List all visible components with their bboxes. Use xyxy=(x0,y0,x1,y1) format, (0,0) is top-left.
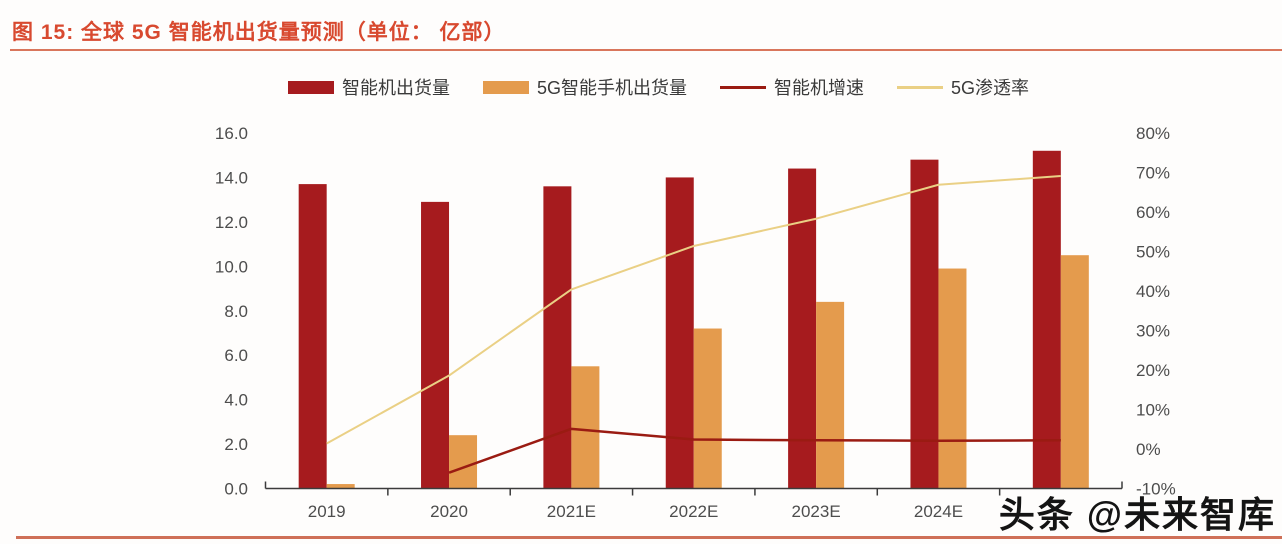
bar-智能机出货量-col7 xyxy=(1032,150,1061,489)
left-axis-tick-label: 14.0 xyxy=(215,168,248,187)
left-axis-tick-label: 10.0 xyxy=(215,257,248,276)
bottom-border xyxy=(16,536,1282,539)
legend-item-5g-penetration: 5G渗透率 xyxy=(897,74,1029,100)
legend-item-smartphone-shipments: 智能机出货量 xyxy=(288,74,450,100)
right-axis-tick-label: -10% xyxy=(1136,480,1176,499)
bar-智能机出货量-2024E xyxy=(910,159,939,489)
line-swatch-icon xyxy=(897,85,944,89)
x-axis-tick-label: 2020 xyxy=(430,502,468,521)
bar-5G智能手机出货量-col7 xyxy=(1060,255,1089,489)
bar-智能机出货量-2020 xyxy=(421,201,450,489)
title-underline xyxy=(10,49,1282,51)
left-axis-tick-label: 8.0 xyxy=(224,302,248,321)
right-axis-tick-label: 50% xyxy=(1136,243,1170,262)
x-axis-tick-label: 2024E xyxy=(914,502,963,521)
right-axis-tick-label: 20% xyxy=(1136,361,1170,380)
right-axis-tick-label: 0% xyxy=(1136,440,1161,459)
right-axis-tick-label: 30% xyxy=(1136,322,1170,341)
bar-swatch-icon xyxy=(483,80,529,94)
x-axis-tick-label: 2022E xyxy=(669,502,718,521)
x-axis xyxy=(264,481,1123,496)
line-swatch-icon xyxy=(720,85,767,89)
x-axis-tick-label: 2023E xyxy=(792,502,841,521)
bar-5G智能手机出货量-2023E xyxy=(816,301,845,489)
left-axis-tick-label: 2.0 xyxy=(224,435,248,454)
legend-label: 5G渗透率 xyxy=(951,78,1030,98)
legend-label: 5G智能手机出货量 xyxy=(537,78,688,98)
legend-label: 智能机增速 xyxy=(774,78,865,98)
right-axis-tick-label: 10% xyxy=(1136,401,1170,420)
watermark: 头条 @未来智库 xyxy=(998,494,1276,535)
right-axis-tick-label: 80% xyxy=(1136,124,1170,143)
bar-5G智能手机出货量-2022E xyxy=(693,328,722,489)
line-5G渗透率 xyxy=(326,175,1061,445)
right-axis-tick-label: 40% xyxy=(1136,282,1170,301)
bar-5G智能手机出货量-2024E xyxy=(938,268,967,489)
legend-item-smartphone-growth: 智能机增速 xyxy=(720,74,864,100)
legend-item-5g-shipments: 5G智能手机出货量 xyxy=(483,74,687,100)
x-axis-tick-label: 2019 xyxy=(308,502,346,521)
bar-5G智能手机出货量-2020 xyxy=(449,435,478,489)
bar-智能机出货量-2022E xyxy=(665,177,694,489)
bar-智能机出货量-2019 xyxy=(298,184,327,489)
left-axis-tick-label: 12.0 xyxy=(215,213,248,232)
left-axis-tick-label: 6.0 xyxy=(224,346,248,365)
bar-swatch-icon xyxy=(288,80,334,94)
left-axis-tick-label: 0.0 xyxy=(224,480,248,499)
line-智能机增速 xyxy=(448,427,1061,474)
legend-label: 智能机出货量 xyxy=(342,78,450,98)
right-axis-tick-label: 70% xyxy=(1136,164,1170,183)
left-axis-tick-label: 4.0 xyxy=(224,391,248,410)
left-axis-tick-label: 16.0 xyxy=(215,124,248,143)
bar-5G智能手机出货量-2019 xyxy=(326,484,355,489)
bar-5G智能手机出货量-2021E xyxy=(571,366,600,489)
right-axis-tick-label: 60% xyxy=(1136,203,1170,222)
bar-智能机出货量-2021E xyxy=(543,186,572,489)
chart-legend: 智能机出货量 5G智能手机出货量 智能机增速 5G渗透率 xyxy=(288,74,1029,100)
figure-title: 图 15: 全球 5G 智能机出货量预测（单位： 亿部） xyxy=(12,21,506,44)
x-axis-tick-label: 2021E xyxy=(547,502,596,521)
